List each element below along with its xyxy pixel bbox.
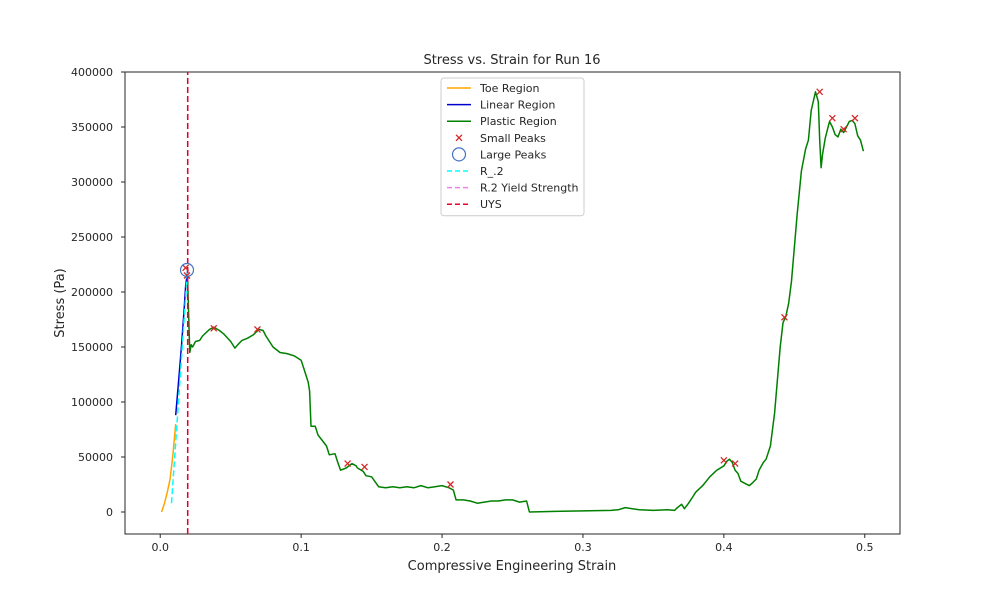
- legend-label: R.2 Yield Strength: [480, 182, 579, 195]
- x-axis-label: Compressive Engineering Strain: [408, 559, 617, 574]
- y-axis: 0 50000 100000 150000 200000 250000 300000 3500…: [71, 66, 125, 519]
- small-peak-marker: [253, 325, 261, 333]
- y-tick-label: 150000: [71, 341, 113, 354]
- x-tick-label: 0.5: [856, 541, 874, 554]
- small-peak-marker: [447, 481, 454, 488]
- series-toe-region-line: [160, 423, 177, 513]
- small-peak-marker: [182, 264, 190, 272]
- series-plastic-region-line: [186, 91, 865, 513]
- legend-label: Large Peaks: [480, 148, 547, 161]
- x-tick-label: 0.0: [151, 541, 169, 554]
- y-tick-label: 0: [106, 506, 113, 519]
- small-peak-marker: [828, 114, 836, 122]
- legend-box: [440, 77, 585, 217]
- legend-item: Linear Region: [447, 99, 555, 112]
- y-tick-label: 250000: [71, 231, 113, 244]
- x-tick-label: 0.2: [433, 541, 451, 554]
- small-peak-marker: [840, 125, 848, 133]
- y-tick-label: 50000: [78, 451, 113, 464]
- y-tick-label: 400000: [71, 66, 113, 79]
- small-peak-marker: [344, 460, 352, 468]
- legend-swatch: [451, 147, 467, 162]
- y-axis-label: Stress (Pa): [53, 268, 68, 337]
- legend-label: Toe Region: [479, 82, 540, 95]
- small-peak-marker: [731, 460, 739, 468]
- plot-area-frame: [124, 71, 901, 535]
- legend-item: Large Peaks: [451, 147, 547, 162]
- small-peak-marker: [183, 272, 191, 279]
- legend-swatch: [455, 134, 463, 142]
- y-tick-label: 300000: [71, 176, 113, 189]
- legend-label: R_.2: [480, 165, 504, 178]
- chart-title: Stress vs. Strain for Run 16: [423, 53, 600, 68]
- legend-item: R.2 Yield Strength: [447, 182, 579, 195]
- legend-label: Linear Region: [480, 99, 555, 112]
- small-peak-marker: [780, 313, 788, 321]
- legend-label: UYS: [480, 198, 502, 211]
- small-peak-marker: [816, 88, 824, 96]
- small-peak-marker: [361, 463, 369, 471]
- large-peak-marker: [179, 262, 195, 278]
- x-axis: 0.0 0.1 0.2 0.3 0.4 0.5: [151, 534, 874, 554]
- series-layer: [160, 72, 865, 534]
- y-tick-label: 200000: [71, 286, 113, 299]
- legend-label: Plastic Region: [480, 115, 557, 128]
- y-tick-label: 100000: [71, 396, 113, 409]
- x-tick-label: 0.1: [292, 541, 310, 554]
- legend: Toe Region Linear Region Plastic Region Sma…: [440, 77, 585, 217]
- legend-label: Small Peaks: [480, 132, 546, 145]
- y-tick-label: 350000: [71, 121, 113, 134]
- small-peak-marker: [851, 114, 859, 122]
- small-peak-marker: [720, 456, 728, 464]
- x-tick-label: 0.4: [715, 541, 733, 554]
- series-r-2-line: [170, 267, 189, 504]
- small-peak-marker: [210, 324, 218, 332]
- legend-item: Small Peaks: [455, 132, 546, 145]
- legend-item: R_.2: [447, 165, 504, 178]
- legend-item: UYS: [447, 198, 502, 211]
- legend-item: Toe Region: [447, 82, 540, 95]
- legend-item: Plastic Region: [447, 115, 557, 128]
- x-tick-label: 0.3: [574, 541, 592, 554]
